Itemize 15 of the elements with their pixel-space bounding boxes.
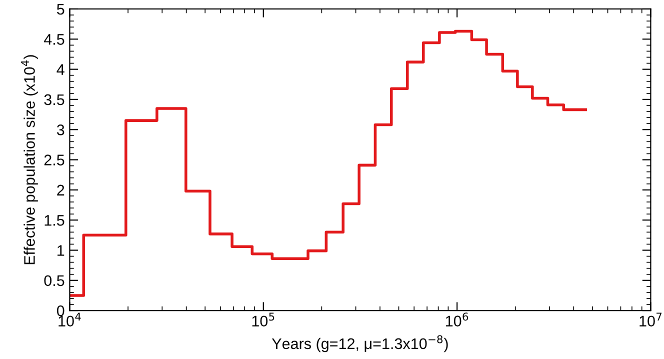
y-tick-label: 3 [56,124,64,136]
y-tick-label: 3.5 [44,94,64,106]
x-tick-label: 10$^{5}$ [252,312,274,327]
y-axis-title: Effective population size (x10$^{4}$) [21,55,38,264]
x-axis-title: Years (g=12, μ=1.3x10$^{−8}$) [272,335,448,352]
y-tick-label: 1.5 [44,215,64,226]
y-tick-label: 4 [56,64,64,75]
y-tick-label: 2.5 [44,154,64,166]
y-tick-label: 0.5 [44,275,64,286]
y-tick-label: 1 [58,245,64,256]
y-tick-label: 2 [57,184,64,196]
x-tick-label: 10$^{6}$ [446,312,468,326]
x-tick-label: 10$^{7}$ [640,312,662,327]
y-tick-label: 4.5 [44,34,64,45]
y-tick-label: 5 [56,4,64,15]
